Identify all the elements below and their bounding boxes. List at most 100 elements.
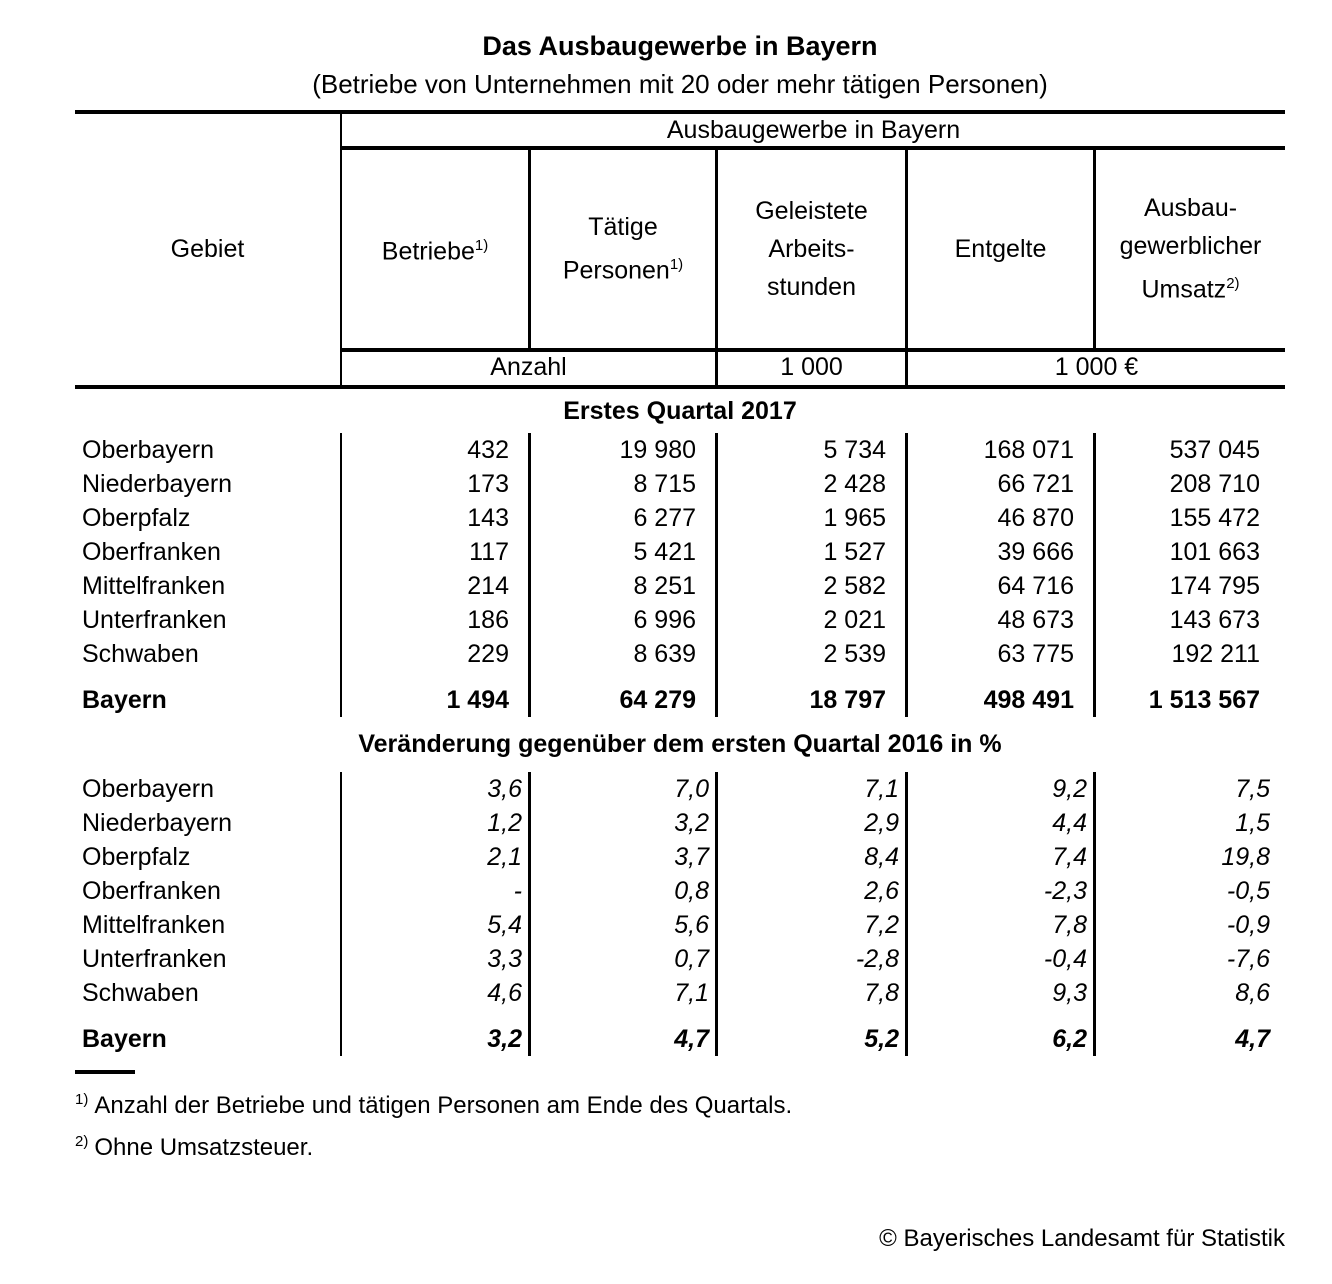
cell-taetige-personen: 6 277 (528, 501, 715, 535)
cell-arbeitsstunden: 1 527 (715, 535, 905, 569)
cell-betriebe: 3,6 (340, 772, 528, 806)
column-headers: Betriebe1) Tätige Personen1) Geleistete … (342, 150, 1285, 352)
table-row: Mittelfranken 5,4 5,6 7,2 7,8 -0,9 (75, 908, 1285, 942)
cell-entgelte: 7,4 (905, 840, 1093, 874)
cell-betriebe: 143 (340, 501, 528, 535)
cell-entgelte: 498 491 (905, 671, 1093, 717)
cell-taetige-personen: 0,7 (528, 942, 715, 976)
footnote-text: Anzahl der Betriebe und tätigen Personen… (94, 1092, 793, 1119)
cell-betriebe: 5,4 (340, 908, 528, 942)
row-label: Oberfranken (82, 538, 221, 566)
table-row: Oberfranken 117 5 421 1 527 39 666 101 6… (75, 535, 1285, 569)
cell-umsatz: 4,7 (1093, 1010, 1285, 1056)
column-header-line: Umsatz2) (1141, 275, 1240, 304)
section-heading: Erstes Quartal 2017 (563, 397, 797, 425)
column-header-line: Personen1) (562, 256, 684, 285)
cell-umsatz: 8,6 (1093, 976, 1285, 1010)
cell-arbeitsstunden: 5 734 (715, 433, 905, 467)
column-header-line: Geleistete (755, 197, 868, 225)
column-header-line: stunden (767, 273, 856, 301)
section-heading: Veränderung gegenüber dem ersten Quartal… (358, 730, 1002, 758)
table-group-header: Ausbaugewerbe in Bayern (342, 114, 1285, 150)
table-row: Schwaben 4,6 7,1 7,8 9,3 8,6 (75, 976, 1285, 1010)
cell-arbeitsstunden: 2 582 (715, 569, 905, 603)
row-label: Oberpfalz (82, 843, 191, 871)
column-header-taetige-personen: Tätige Personen1) (528, 150, 715, 348)
page-title: Das Ausbaugewerbe in Bayern (482, 31, 878, 61)
cell-taetige-personen: 8 251 (528, 569, 715, 603)
row-label: Oberbayern (82, 775, 215, 803)
table-row: Unterfranken 186 6 996 2 021 48 673 143 … (75, 603, 1285, 637)
row-label: Niederbayern (82, 809, 233, 837)
cell-umsatz: 1 513 567 (1093, 671, 1285, 717)
cell-taetige-personen: 5 421 (528, 535, 715, 569)
cell-umsatz: -0,9 (1093, 908, 1285, 942)
cell-umsatz: 101 663 (1093, 535, 1285, 569)
row-label: Unterfranken (82, 945, 227, 973)
row-label: Mittelfranken (82, 572, 226, 600)
table-row: Oberpfalz 2,1 3,7 8,4 7,4 19,8 (75, 840, 1285, 874)
column-header-gebiet: Gebiet (170, 235, 245, 263)
cell-umsatz: 19,8 (1093, 840, 1285, 874)
cell-entgelte: 39 666 (905, 535, 1093, 569)
cell-entgelte: 64 716 (905, 569, 1093, 603)
cell-taetige-personen: 7,0 (528, 772, 715, 806)
cell-umsatz: 155 472 (1093, 501, 1285, 535)
table-row: Oberbayern 3,6 7,0 7,1 9,2 7,5 (75, 772, 1285, 806)
cell-taetige-personen: 4,7 (528, 1010, 715, 1056)
footnote-marker: 1) (75, 1091, 89, 1108)
row-label: Mittelfranken (82, 911, 226, 939)
cell-entgelte: 4,4 (905, 806, 1093, 840)
cell-entgelte: 48 673 (905, 603, 1093, 637)
cell-arbeitsstunden: 2,9 (715, 806, 905, 840)
cell-betriebe: - (340, 874, 528, 908)
cell-betriebe: 117 (340, 535, 528, 569)
cell-betriebe: 214 (340, 569, 528, 603)
cell-arbeitsstunden: 2 539 (715, 637, 905, 671)
cell-entgelte: 7,8 (905, 908, 1093, 942)
column-header-betriebe: Betriebe1) (342, 150, 528, 348)
cell-arbeitsstunden: 5,2 (715, 1010, 905, 1056)
unit-1000-euro: 1 000 € (905, 352, 1285, 385)
cell-betriebe: 229 (340, 637, 528, 671)
footnote-text: Ohne Umsatzsteuer. (94, 1134, 314, 1161)
footnote-1: 1) Anzahl der Betriebe und tätigen Person… (75, 1082, 1285, 1124)
table-row: Schwaben 229 8 639 2 539 63 775 192 211 (75, 637, 1285, 671)
footnote-2: 2) Ohne Umsatzsteuer. (75, 1124, 1285, 1166)
cell-entgelte: 66 721 (905, 467, 1093, 501)
cell-betriebe: 1,2 (340, 806, 528, 840)
cell-taetige-personen: 19 980 (528, 433, 715, 467)
unit-1000: 1 000 (715, 352, 905, 385)
column-header-arbeitsstunden: Geleistete Arbeits- stunden (715, 150, 905, 348)
section-change-vs-2016: Veränderung gegenüber dem ersten Quartal… (75, 717, 1285, 1056)
cell-umsatz: 208 710 (1093, 467, 1285, 501)
row-label: Bayern (82, 686, 167, 714)
footnote-marker: 2) (1226, 275, 1240, 293)
cell-taetige-personen: 6 996 (528, 603, 715, 637)
table-row-total: Bayern 3,2 4,7 5,2 6,2 4,7 (75, 1010, 1285, 1056)
row-label: Oberfranken (82, 877, 221, 905)
cell-entgelte: 9,2 (905, 772, 1093, 806)
cell-betriebe: 4,6 (340, 976, 528, 1010)
cell-entgelte: -0,4 (905, 942, 1093, 976)
row-label: Unterfranken (82, 606, 227, 634)
cell-taetige-personen: 3,7 (528, 840, 715, 874)
cell-betriebe: 3,3 (340, 942, 528, 976)
table-row: Niederbayern 1,2 3,2 2,9 4,4 1,5 (75, 806, 1285, 840)
cell-betriebe: 2,1 (340, 840, 528, 874)
cell-taetige-personen: 5,6 (528, 908, 715, 942)
cell-arbeitsstunden: 7,1 (715, 772, 905, 806)
table-row: Mittelfranken 214 8 251 2 582 64 716 174… (75, 569, 1285, 603)
cell-taetige-personen: 3,2 (528, 806, 715, 840)
cell-betriebe: 186 (340, 603, 528, 637)
row-label: Niederbayern (82, 470, 233, 498)
column-header-line: Betriebe1) (381, 237, 489, 266)
page-subtitle: (Betriebe von Unternehmen mit 20 oder me… (312, 69, 1048, 99)
cell-entgelte: 46 870 (905, 501, 1093, 535)
cell-umsatz: -7,6 (1093, 942, 1285, 976)
cell-arbeitsstunden: 18 797 (715, 671, 905, 717)
table-body: Oberbayern 432 19 980 5 734 168 071 537 … (75, 433, 1285, 717)
cell-umsatz: 537 045 (1093, 433, 1285, 467)
cell-taetige-personen: 7,1 (528, 976, 715, 1010)
